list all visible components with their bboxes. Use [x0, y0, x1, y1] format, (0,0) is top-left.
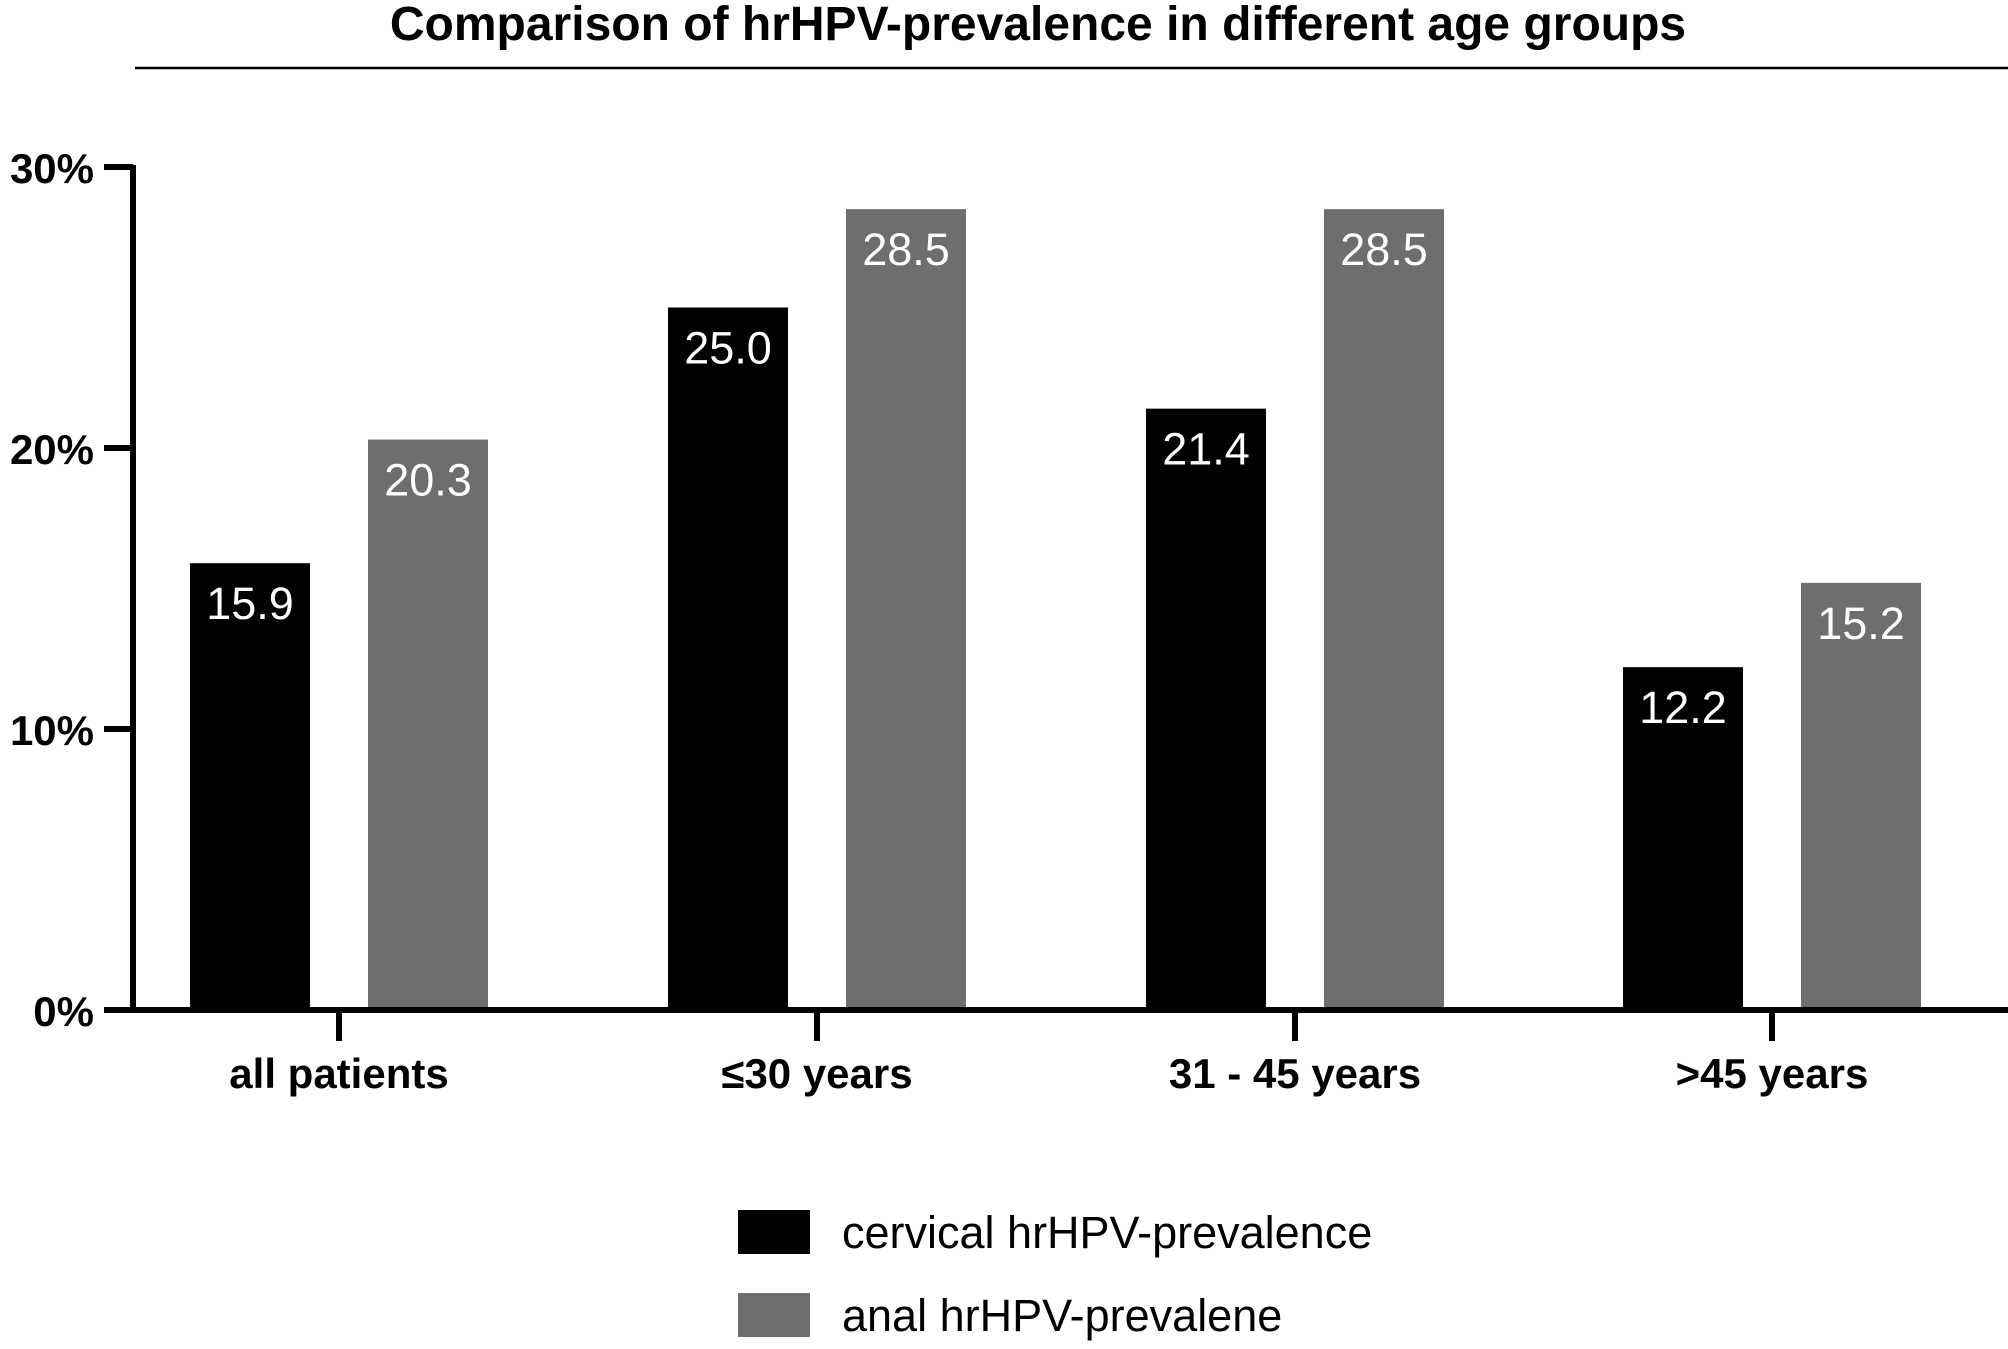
legend-swatch: [738, 1293, 810, 1337]
bar: [1623, 667, 1743, 1010]
bar-value-label: 20.3: [384, 455, 472, 506]
y-tick-label: 0%: [33, 988, 94, 1035]
chart-marks: 0% 10% 20% 30% 15.9 25.0 21.4 12.2 20.3 28.5 28.5 1…: [10, 145, 2008, 1097]
chart-title: Comparison of hrHPV-prevalence in differ…: [390, 0, 1686, 51]
x-tick-label: ≤30 years: [721, 1050, 912, 1097]
bar: [368, 439, 488, 1010]
legend-swatch: [738, 1210, 810, 1254]
bar-value-label: 28.5: [862, 224, 950, 275]
bar: [1146, 408, 1266, 1010]
bar-value-label: 21.4: [1162, 424, 1250, 475]
y-tick-label: 30%: [10, 145, 94, 192]
legend: cervical hrHPV-prevalence anal hrHPV-prev…: [738, 1207, 1372, 1341]
legend-label: cervical hrHPV-prevalence: [842, 1207, 1372, 1258]
bar-value-label: 25.0: [684, 323, 772, 374]
bar: [668, 307, 788, 1010]
y-tick-label: 20%: [10, 426, 94, 473]
bar: [1801, 582, 1921, 1010]
bar: [846, 209, 966, 1010]
bar: [1324, 209, 1444, 1010]
bar-value-label: 28.5: [1340, 224, 1428, 275]
bar-value-label: 12.2: [1639, 682, 1727, 733]
y-tick-label: 10%: [10, 707, 94, 754]
bar-value-label: 15.2: [1817, 598, 1905, 649]
x-tick-label: all patients: [229, 1050, 448, 1097]
x-tick-label: 31 - 45 years: [1169, 1050, 1421, 1097]
bar: [190, 563, 310, 1010]
bar-value-label: 15.9: [206, 578, 294, 629]
x-tick-label: >45 years: [1676, 1050, 1869, 1097]
legend-label: anal hrHPV-prevalene: [842, 1290, 1282, 1341]
